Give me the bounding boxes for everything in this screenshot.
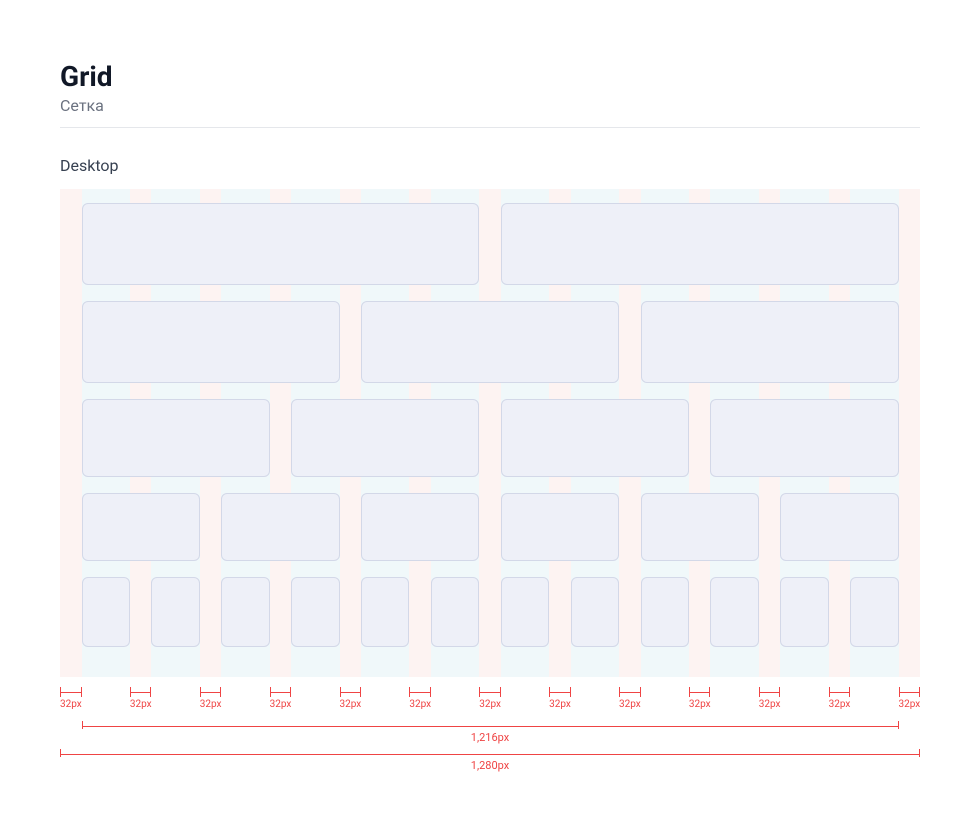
dimension-bracket [829,687,851,697]
dimension-label: 32px [60,699,82,710]
dimension-bracket [340,687,362,697]
grid-row [82,203,899,285]
grid-canvas [60,189,920,677]
dimension-row-total: 1,280px [60,749,920,777]
section-label: Desktop [60,156,920,175]
dimension-bracket [689,687,711,697]
dimension-bracket [549,687,571,697]
dimension-bracket [759,687,781,697]
grid-cell [641,493,759,561]
grid-cell [291,577,339,647]
grid-cell [361,301,619,383]
grid-cell [501,203,899,285]
dimension-bracket [200,687,222,697]
page-subtitle: Сетка [60,96,920,115]
dimension-label: 32px [689,699,711,710]
dimension-bracket [130,687,152,697]
dimension-row-gutters: 32px 32px 32px 32px 32px 32px 32px 32px 32px 32px… [60,687,920,721]
page: Grid Сетка Desktop 32px32px32px32px32px3… [0,0,980,817]
grid-cell [82,301,340,383]
dimension-label: 32px [549,699,571,710]
grid-cell [431,577,479,647]
header: Grid Сетка [60,60,920,128]
grid-cell [82,399,270,477]
grid-cell [641,577,689,647]
grid-cell [221,493,339,561]
dimension-label: 32px [479,699,501,710]
dimension-label: 32px [340,699,362,710]
dimension-bracket [60,749,920,757]
dimension-annotations: 32px 32px 32px 32px 32px 32px 32px 32px 32px 32px… [60,687,920,777]
grid-cell [641,301,899,383]
dimension-label: 1,216px [82,731,899,744]
dimension-label: 32px [200,699,222,710]
grid-cell [361,577,409,647]
grid-cell [501,399,689,477]
dimension-label: 1,280px [60,759,920,772]
dimension-label: 32px [759,699,781,710]
grid-cell [151,577,199,647]
dimension-row-content: 1,216px [60,721,920,749]
grid-row [82,399,899,477]
dimension-bracket [270,687,292,697]
grid-cell [850,577,898,647]
grid-cell [780,577,828,647]
grid-cell [710,577,758,647]
dimension-bracket [60,687,82,697]
grid-example-rows [82,189,899,677]
dimension-bracket [409,687,431,697]
dimension-label: 32px [899,699,921,710]
dimension-label: 32px [270,699,292,710]
grid-cell [571,577,619,647]
page-title: Grid [60,60,920,94]
grid-cell [361,493,479,561]
dimension-bracket [899,687,921,697]
grid-cell [501,577,549,647]
dimension-label: 32px [829,699,851,710]
grid-cell [82,493,200,561]
dimension-label: 32px [409,699,431,710]
grid-content-area [82,189,899,677]
grid-row [82,577,899,647]
grid-cell [501,493,619,561]
grid-row [82,493,899,561]
dimension-label: 32px [619,699,641,710]
dimension-bracket [479,687,501,697]
grid-cell [82,577,130,647]
grid-cell [291,399,479,477]
grid-cell [221,577,269,647]
grid-cell [710,399,898,477]
grid-cell [780,493,898,561]
dimension-bracket [619,687,641,697]
dimension-label: 32px [130,699,152,710]
grid-cell [82,203,480,285]
grid-row [82,301,899,383]
dimension-bracket [82,721,899,729]
